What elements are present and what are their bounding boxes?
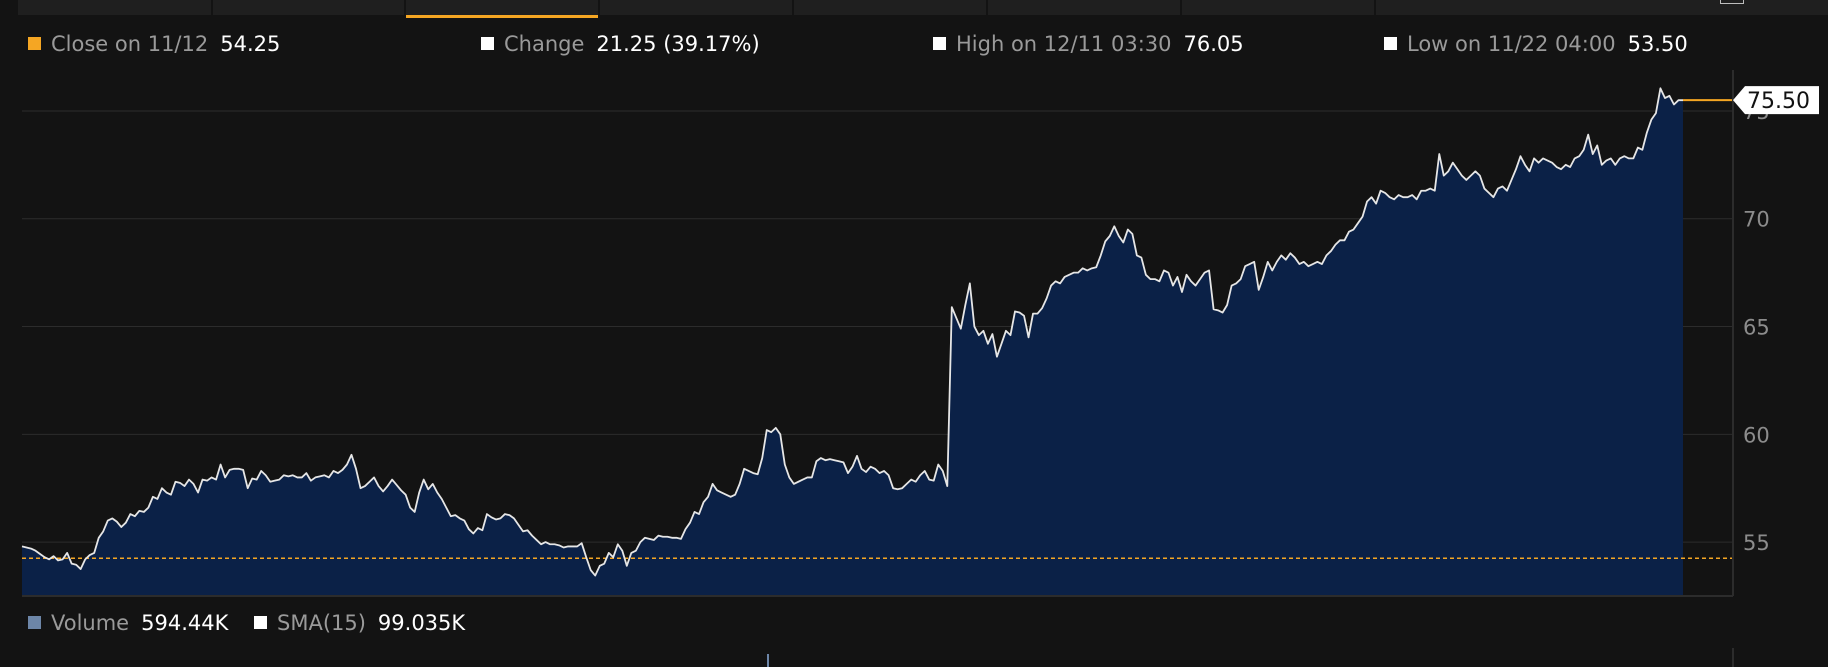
range-tab-8[interactable] [1376, 0, 1828, 15]
y-tick-label: 65 [1743, 316, 1770, 340]
legend-volume: Volume 594.44K [28, 611, 228, 635]
volume-label: Volume [51, 611, 130, 635]
low-label: Low on 11/22 04:00 [1407, 32, 1616, 56]
price-legend: Close on 11/12 54.25 Change 21.25 (39.17%)… [0, 32, 1828, 56]
legend-high: High on 12/11 03:30 76.05 [933, 32, 1244, 56]
volume-legend: Volume 594.44K SMA(15) 99.035K [0, 611, 1828, 635]
high-value: 76.05 [1183, 32, 1244, 56]
last-price-text: 75.50 [1747, 89, 1810, 114]
y-tick-label: 70 [1743, 208, 1770, 232]
range-tab-5[interactable] [794, 0, 986, 15]
range-tab-6[interactable] [988, 0, 1180, 15]
close-value: 54.25 [220, 32, 281, 56]
volume-swatch-icon [28, 616, 41, 629]
high-swatch-icon [933, 37, 946, 50]
range-tab-4[interactable] [600, 0, 792, 15]
high-label: High on 12/11 03:30 [956, 32, 1172, 56]
change-label: Change [504, 32, 585, 56]
legend-low: Low on 11/22 04:00 53.50 [1384, 32, 1688, 56]
low-value: 53.50 [1627, 32, 1688, 56]
change-value: 21.25 (39.17%) [596, 32, 760, 56]
range-tab-7[interactable] [1182, 0, 1374, 15]
chart-options-icon[interactable] [1720, 0, 1744, 4]
legend-close: Close on 11/12 54.25 [28, 32, 280, 56]
change-swatch-icon [481, 37, 494, 50]
legend-change: Change 21.25 (39.17%) [481, 32, 760, 56]
volume-pane [767, 648, 1734, 667]
sma-swatch-icon [254, 616, 267, 629]
range-tab-3-active[interactable] [406, 0, 598, 18]
range-tab-2[interactable] [213, 0, 404, 15]
low-swatch-icon [1384, 37, 1397, 50]
close-swatch-icon [28, 37, 41, 50]
price-area [22, 88, 1683, 596]
range-tabs [0, 0, 1828, 18]
close-label: Close on 11/12 [51, 32, 209, 56]
last-price-label: 75.50 [1733, 86, 1819, 115]
last-price-tag [1733, 86, 1819, 115]
range-tab-1[interactable] [18, 0, 211, 15]
sma-value: 99.035K [377, 611, 466, 635]
sma-label: SMA(15) [277, 611, 366, 635]
legend-sma: SMA(15) 99.035K [254, 611, 465, 635]
y-tick-label: 55 [1743, 531, 1770, 555]
volume-value: 594.44K [141, 611, 229, 635]
price-line [21, 87, 1683, 577]
y-tick-label: 60 [1743, 423, 1770, 447]
